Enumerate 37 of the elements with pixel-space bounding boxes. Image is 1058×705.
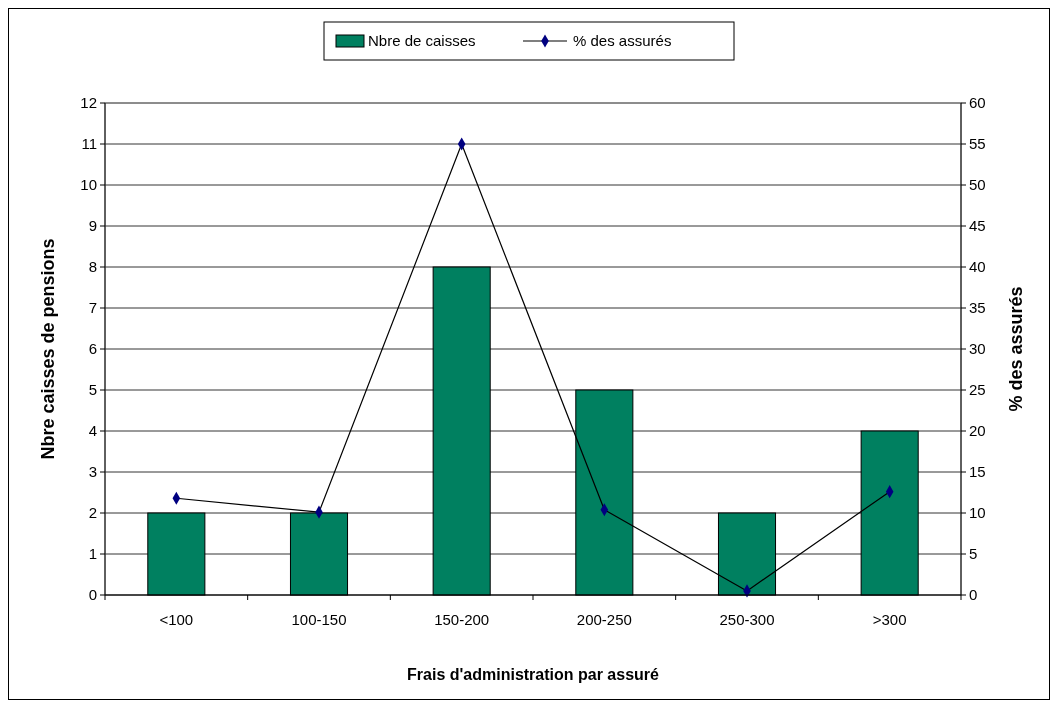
y-tick-label: 3 [88, 463, 97, 481]
y-tick-label: 8 [88, 258, 97, 276]
y-tick-label: 5 [88, 381, 97, 399]
y2-tick-label: 10 [969, 504, 986, 522]
y-tick-label: 6 [88, 340, 97, 358]
y2-tick-label: 55 [969, 135, 986, 153]
x-axis-title: Frais d'administration par assuré [407, 666, 660, 683]
y2-tick-label: 0 [969, 586, 978, 604]
y2-tick-label: 30 [969, 340, 986, 358]
y2-tick-label: 20 [969, 422, 986, 440]
y-tick-label: 1 [88, 545, 97, 563]
x-tick-label: 250-300 [719, 611, 775, 628]
y-tick-label: 4 [88, 422, 97, 440]
x-tick-label: <100 [159, 611, 194, 628]
y2-tick-label: 5 [969, 545, 978, 563]
y-tick-label: 2 [88, 504, 97, 522]
y-tick-label: 7 [88, 299, 97, 317]
y2-tick-label: 15 [969, 463, 986, 481]
y-tick-label: 0 [88, 586, 97, 604]
y-axis-title: Nbre caisses de pensions [38, 238, 58, 460]
x-tick-label: 150-200 [434, 611, 490, 628]
y2-tick-label: 35 [969, 299, 986, 317]
y-tick-label: 11 [81, 135, 97, 153]
x-tick-label: 100-150 [291, 611, 347, 628]
y-tick-label: 10 [80, 176, 97, 194]
y2-axis-title: % des assurés [1006, 286, 1026, 412]
y2-tick-label: 50 [969, 176, 986, 194]
legend-label: % des assurés [573, 32, 672, 50]
y-tick-label: 9 [88, 217, 97, 235]
legend-label: Nbre de caisses [368, 32, 476, 50]
x-tick-label: 200-250 [576, 611, 632, 628]
y2-tick-label: 45 [969, 217, 986, 235]
x-tick-label: >300 [872, 611, 907, 628]
y2-tick-label: 40 [969, 258, 986, 276]
y2-tick-label: 60 [969, 94, 986, 112]
y2-tick-label: 25 [969, 381, 986, 399]
y-tick-label: 12 [80, 94, 97, 112]
